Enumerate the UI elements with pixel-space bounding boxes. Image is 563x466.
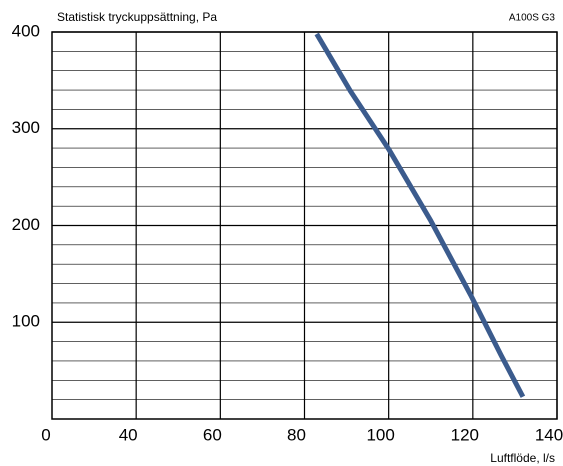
x-tick-label: 60 [203, 425, 222, 444]
curve [314, 32, 526, 398]
y-tick-label: 200 [12, 215, 40, 234]
chart-title: Statistisk tryckuppsättning, Pa [57, 10, 217, 24]
x-tick-label: 80 [287, 425, 306, 444]
chart-subtitle: A100S G3 [509, 13, 556, 24]
x-axis-label: Luftflöde, l/s [490, 451, 555, 465]
y-tick-label: 400 [12, 21, 40, 40]
x-tick-label: 100 [366, 425, 394, 444]
x-tick-label: 140 [535, 425, 563, 444]
plot-frame [51, 31, 558, 420]
y-tick-label: 100 [12, 312, 40, 331]
x-tick-label: 40 [119, 425, 138, 444]
x-tick-label: 120 [451, 425, 479, 444]
x-origin-label: 0 [41, 425, 50, 444]
y-tick-label: 300 [12, 118, 40, 137]
